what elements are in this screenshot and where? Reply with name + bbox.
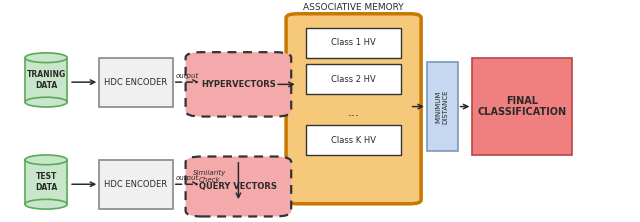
FancyBboxPatch shape — [186, 52, 291, 117]
Text: ASSOCIATIVE MEMORY: ASSOCIATIVE MEMORY — [303, 3, 404, 12]
Text: Class 1 HV: Class 1 HV — [331, 38, 376, 47]
Text: output: output — [175, 175, 198, 181]
FancyBboxPatch shape — [472, 58, 572, 155]
FancyBboxPatch shape — [306, 28, 401, 58]
Text: TEST
DATA: TEST DATA — [35, 172, 57, 192]
Text: Class K HV: Class K HV — [331, 136, 376, 145]
FancyBboxPatch shape — [286, 14, 421, 204]
Ellipse shape — [25, 53, 67, 63]
FancyBboxPatch shape — [186, 157, 291, 216]
Bar — [25, 58, 67, 102]
Text: HDC ENCODER: HDC ENCODER — [104, 78, 168, 87]
Text: HYPERVECTORS: HYPERVECTORS — [201, 80, 276, 89]
FancyBboxPatch shape — [306, 125, 401, 155]
Text: QUERY VECTORS: QUERY VECTORS — [200, 182, 277, 191]
Text: ...: ... — [348, 106, 359, 119]
FancyBboxPatch shape — [99, 58, 173, 107]
Text: FINAL
CLASSIFICATION: FINAL CLASSIFICATION — [477, 96, 566, 117]
Ellipse shape — [25, 97, 67, 107]
FancyBboxPatch shape — [427, 62, 458, 151]
Text: HDC ENCODER: HDC ENCODER — [104, 180, 168, 189]
Text: output: output — [175, 73, 198, 79]
Text: MINIMUM
DISTANCE: MINIMUM DISTANCE — [436, 89, 449, 124]
FancyBboxPatch shape — [99, 160, 173, 209]
Text: Class 2 HV: Class 2 HV — [331, 75, 376, 84]
Text: TRANING
DATA: TRANING DATA — [26, 70, 66, 90]
Text: Similarity
Check: Similarity Check — [193, 170, 227, 183]
Ellipse shape — [25, 199, 67, 209]
FancyBboxPatch shape — [306, 64, 401, 94]
Ellipse shape — [25, 155, 67, 165]
Bar — [25, 160, 67, 204]
